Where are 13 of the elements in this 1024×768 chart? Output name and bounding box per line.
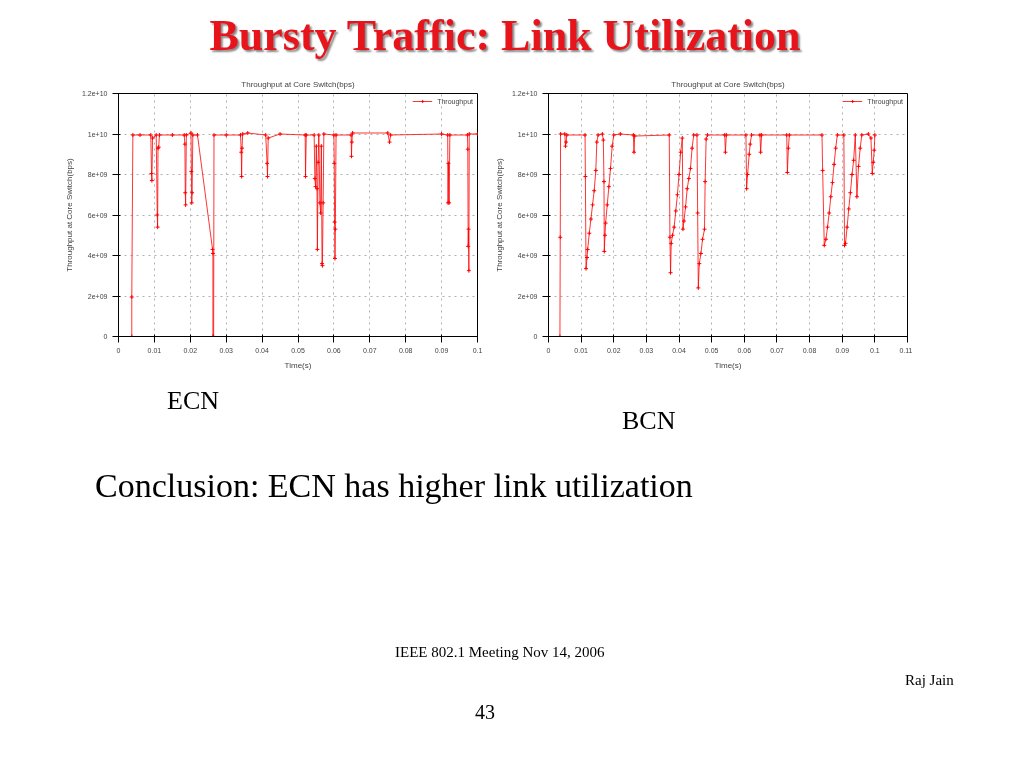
text: Raj Jain	[905, 671, 954, 690]
y-axis-title: Throughput at Core Switch(bps)	[65, 157, 74, 272]
text: IEEE 802.1 Meeting Nov 14, 2006	[395, 643, 605, 662]
text: Bursty Traffic: Link Utilization	[209, 10, 801, 62]
text: Conclusion: ECN has higher link utilization	[95, 466, 693, 506]
x-axis-title: Time(s)	[284, 360, 312, 370]
chart-title: Throughput at Core Switch(bps)	[241, 79, 356, 89]
x-axis-title: Time(s)	[714, 360, 742, 370]
text: 43	[475, 700, 495, 725]
y-axis-title: Throughput at Core Switch(bps)	[495, 157, 504, 272]
text: BCN	[622, 405, 676, 437]
text: ECN	[167, 385, 219, 417]
chart-title: Throughput at Core Switch(bps)	[671, 79, 786, 89]
